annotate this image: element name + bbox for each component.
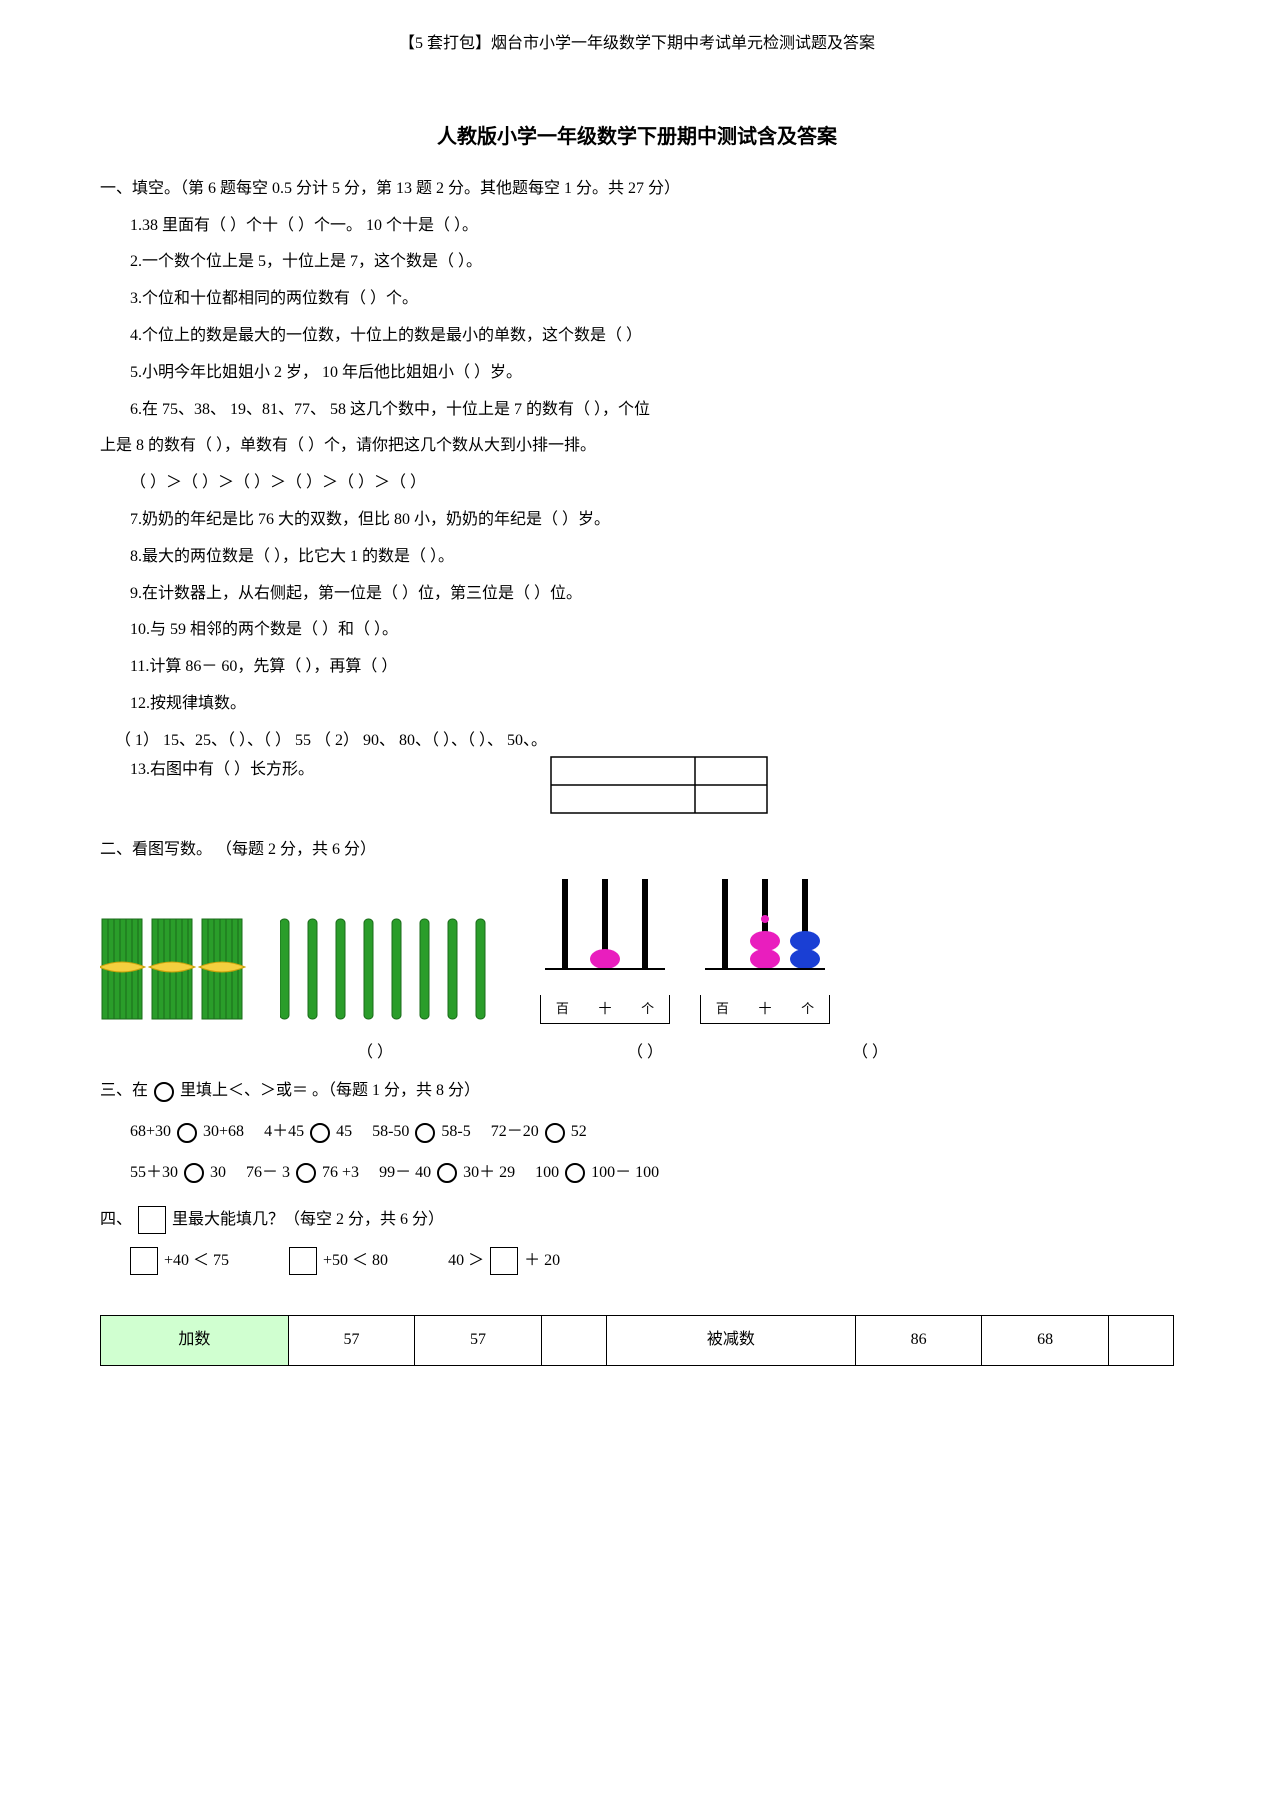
bundle-svg [100, 914, 250, 1024]
e: 30 [210, 1159, 226, 1188]
cell-minuend-label: 被减数 [606, 1316, 855, 1366]
e: 40 ＞ [448, 1247, 484, 1276]
e: +40 ＜ 75 [164, 1247, 229, 1276]
q11: 11.计算 86－ 60，先算（ ），再算（ ） [130, 653, 1174, 682]
q7: 7.奶奶的年纪是比 76 大的双数，但比 80 小，奶奶的年纪是（ ）岁。 [130, 506, 1174, 535]
box-icon [138, 1206, 166, 1234]
e: 45 [336, 1118, 352, 1147]
box-icon [130, 1247, 158, 1275]
sec3-row1: 68+30 30+68 4＋45 45 58-50 58-5 72－20 52 [130, 1118, 1174, 1147]
sec3-after: 里填上＜、＞或＝ 。（每题 1 分，共 8 分） [180, 1077, 480, 1106]
q3: 3.个位和十位都相同的两位数有（ ）个。 [130, 285, 1174, 314]
cell: 57 [415, 1316, 541, 1366]
q4: 4.个位上的数是最大的一位数，十位上的数是最小的单数，这个数是（ ） [130, 322, 1174, 351]
page-title: 人教版小学一年级数学下册期中测试含及答案 [100, 119, 1174, 155]
circle-icon [565, 1163, 585, 1183]
cell: 86 [855, 1316, 981, 1366]
e: 76 +3 [322, 1159, 359, 1188]
cell [1108, 1316, 1173, 1366]
sec4-after: 里最大能填几？（每空 2 分，共 6 分） [172, 1206, 444, 1235]
circle-icon [184, 1163, 204, 1183]
q12-sub: （ 1） 15、25、（ ）、（ ） 55 （ 2） 90、 80、（ ）、（ … [115, 727, 1174, 756]
ans2: （ ） [520, 1039, 770, 1068]
section4-head: 四、 里最大能填几？（每空 2 分，共 6 分） [100, 1206, 1174, 1235]
place-h2: 百 [716, 997, 729, 1020]
circle-icon [415, 1123, 435, 1143]
q10: 10.与 59 相邻的两个数是（ ）和（ ）。 [130, 616, 1174, 645]
abacus-1: 百 十 个 [540, 874, 670, 1023]
circle-icon [310, 1123, 330, 1143]
q6b: 上是 8 的数有（ ），单数有（ ）个，请你把这几个数从大到小排一排。 [100, 432, 1174, 461]
q1: 1.38 里面有（ ）个十（ ）个一。 10 个十是（ ）。 [130, 212, 1174, 241]
e: 76－ 3 [246, 1159, 290, 1188]
place-o2: 个 [801, 997, 814, 1020]
box-icon [289, 1247, 317, 1275]
rectangle-figure [550, 756, 770, 816]
e: 100 [535, 1159, 559, 1188]
place-t2: 十 [758, 997, 771, 1020]
ans3: （ ） [770, 1039, 970, 1068]
cell: 57 [288, 1316, 414, 1366]
q5: 5.小明今年比姐姐小 2 岁， 10 年后他比姐姐小（ ）岁。 [130, 359, 1174, 388]
e: 100－ 100 [591, 1159, 659, 1188]
q12: 12.按规律填数。 [130, 690, 1174, 719]
sec3-row2: 55＋30 30 76－ 3 76 +3 99－ 40 30＋ 29 100 100－ … [130, 1159, 1174, 1188]
sec4-row: +40 ＜ 75 +50 ＜ 80 40 ＞ ＋ 20 [130, 1247, 1174, 1276]
circle-icon [545, 1123, 565, 1143]
cell-addend-label: 加数 [101, 1316, 289, 1366]
place-o1: 个 [641, 997, 654, 1020]
q6a: 6.在 75、38、 19、81、77、 58 这几个数中，十位上是 7 的数有… [130, 396, 1174, 425]
bottom-table: 加数 57 57 被减数 86 68 [100, 1315, 1174, 1366]
box-icon [490, 1247, 518, 1275]
e: +50 ＜ 80 [323, 1247, 388, 1276]
e: 99－ 40 [379, 1159, 431, 1188]
section1-head: 一、填空。（第 6 题每空 0.5 分计 5 分，第 13 题 2 分。其他题每… [100, 175, 1174, 204]
circle-icon [437, 1163, 457, 1183]
e: 72－20 [491, 1118, 539, 1147]
e: 30＋ 29 [463, 1159, 515, 1188]
page-header: 【5 套打包】烟台市小学一年级数学下期中考试单元检测试题及答案 [100, 30, 1174, 59]
circle-icon [154, 1082, 174, 1102]
circle-icon [296, 1163, 316, 1183]
circle-icon [177, 1123, 197, 1143]
sticks-figure-row: 百 十 个 百 十 个 [100, 874, 1174, 1023]
stick-bundles [100, 914, 250, 1024]
section2-head: 二、看图写数。 （每题 2 分，共 6 分） [100, 836, 1174, 865]
cell [541, 1316, 606, 1366]
sec4-before: 四、 [100, 1206, 132, 1235]
e: 4＋45 [264, 1118, 304, 1147]
single-sticks [280, 914, 510, 1024]
e: 55＋30 [130, 1159, 178, 1188]
q9: 9.在计数器上，从右侧起，第一位是（ ）位，第三位是（ ）位。 [130, 580, 1174, 609]
q2: 2.一个数个位上是 5，十位上是 7，这个数是（ ）。 [130, 248, 1174, 277]
place-h1: 百 [556, 997, 569, 1020]
e: 58-5 [441, 1118, 470, 1147]
q8: 8.最大的两位数是（ ），比它大 1 的数是（ ）。 [130, 543, 1174, 572]
cell: 68 [982, 1316, 1108, 1366]
q13: 13.右图中有（ ）长方形。 [130, 756, 510, 785]
e: 30+68 [203, 1118, 244, 1147]
e: 52 [571, 1118, 587, 1147]
place-t1: 十 [598, 997, 611, 1020]
ans1: （ ） [100, 1039, 520, 1068]
e: 68+30 [130, 1118, 171, 1147]
abacus-2: 百 十 个 [700, 874, 830, 1023]
q6c: （ ）＞（ ）＞（ ）＞（ ）＞（ ）＞（ ） [130, 469, 1174, 498]
e: 58-50 [372, 1118, 409, 1147]
section3-head: 三、在 里填上＜、＞或＝ 。（每题 1 分，共 8 分） [100, 1077, 1174, 1106]
e: ＋ 20 [524, 1247, 560, 1276]
sec3-before: 三、在 [100, 1077, 148, 1106]
